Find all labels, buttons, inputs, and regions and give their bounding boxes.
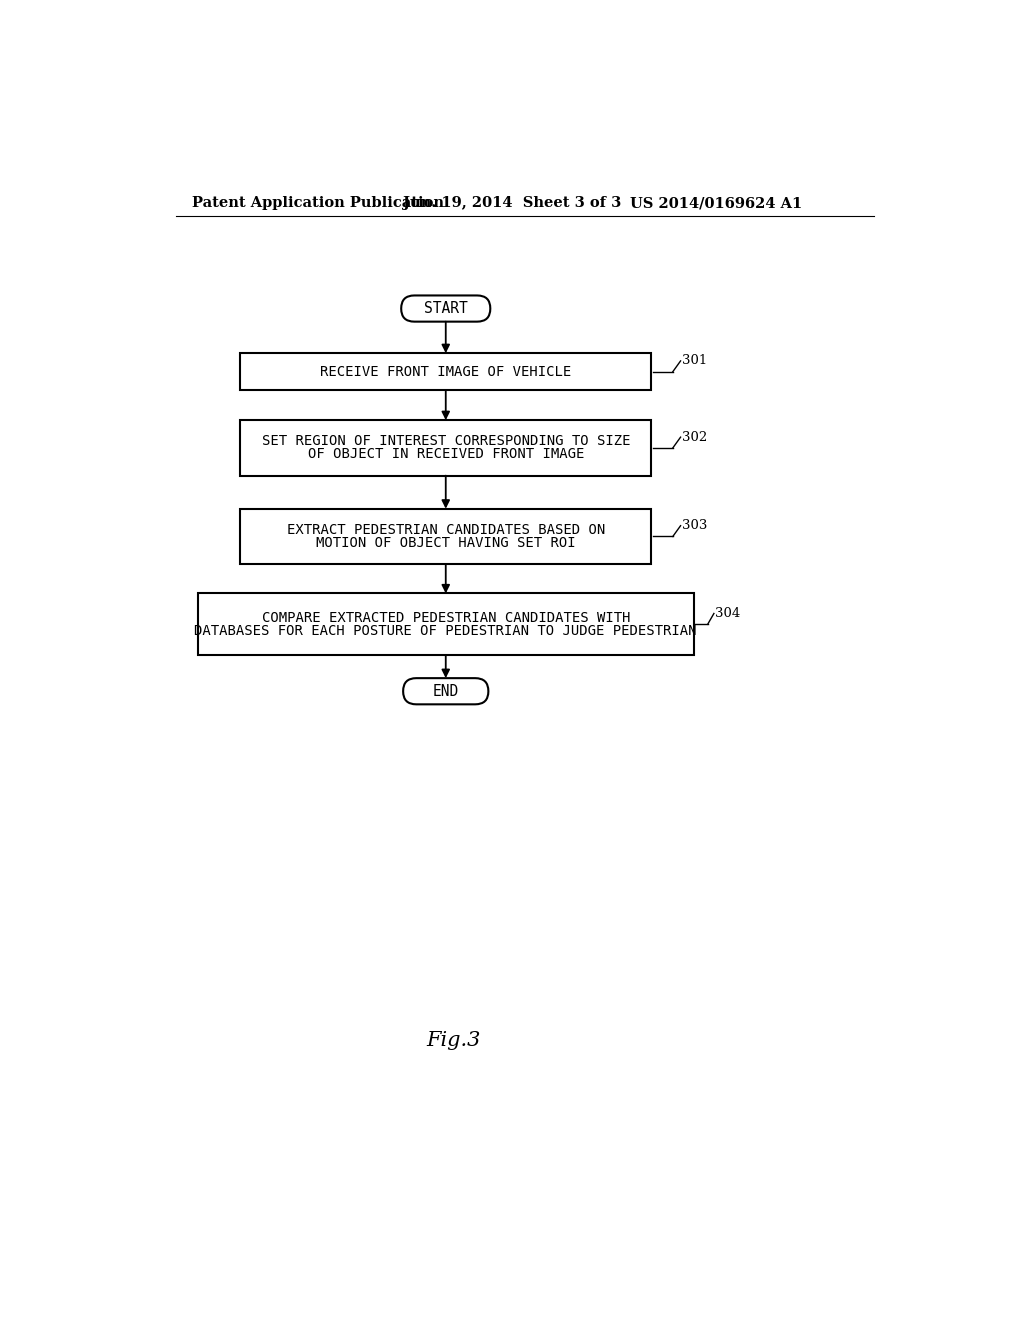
Text: END: END bbox=[432, 684, 459, 698]
FancyBboxPatch shape bbox=[241, 508, 651, 564]
Text: 301: 301 bbox=[682, 354, 708, 367]
Text: OF OBJECT IN RECEIVED FRONT IMAGE: OF OBJECT IN RECEIVED FRONT IMAGE bbox=[307, 447, 584, 462]
Text: Patent Application Publication: Patent Application Publication bbox=[191, 197, 443, 210]
Text: 304: 304 bbox=[716, 607, 740, 620]
Text: Jun. 19, 2014  Sheet 3 of 3: Jun. 19, 2014 Sheet 3 of 3 bbox=[403, 197, 622, 210]
FancyBboxPatch shape bbox=[198, 594, 693, 655]
FancyBboxPatch shape bbox=[403, 678, 488, 705]
FancyBboxPatch shape bbox=[241, 354, 651, 391]
Text: EXTRACT PEDESTRIAN CANDIDATES BASED ON: EXTRACT PEDESTRIAN CANDIDATES BASED ON bbox=[287, 523, 605, 537]
FancyBboxPatch shape bbox=[241, 420, 651, 475]
Text: COMPARE EXTRACTED PEDESTRIAN CANDIDATES WITH: COMPARE EXTRACTED PEDESTRIAN CANDIDATES … bbox=[261, 611, 630, 624]
Text: SET REGION OF INTEREST CORRESPONDING TO SIZE: SET REGION OF INTEREST CORRESPONDING TO … bbox=[261, 434, 630, 449]
Text: DATABASES FOR EACH POSTURE OF PEDESTRIAN TO JUDGE PEDESTRIAN: DATABASES FOR EACH POSTURE OF PEDESTRIAN… bbox=[195, 624, 697, 638]
Text: MOTION OF OBJECT HAVING SET ROI: MOTION OF OBJECT HAVING SET ROI bbox=[316, 536, 575, 550]
Text: 303: 303 bbox=[682, 519, 708, 532]
Text: Fig.3: Fig.3 bbox=[426, 1031, 480, 1049]
Text: START: START bbox=[424, 301, 468, 315]
Text: RECEIVE FRONT IMAGE OF VEHICLE: RECEIVE FRONT IMAGE OF VEHICLE bbox=[321, 364, 571, 379]
Text: US 2014/0169624 A1: US 2014/0169624 A1 bbox=[630, 197, 803, 210]
FancyBboxPatch shape bbox=[401, 296, 490, 322]
Text: 302: 302 bbox=[682, 430, 708, 444]
